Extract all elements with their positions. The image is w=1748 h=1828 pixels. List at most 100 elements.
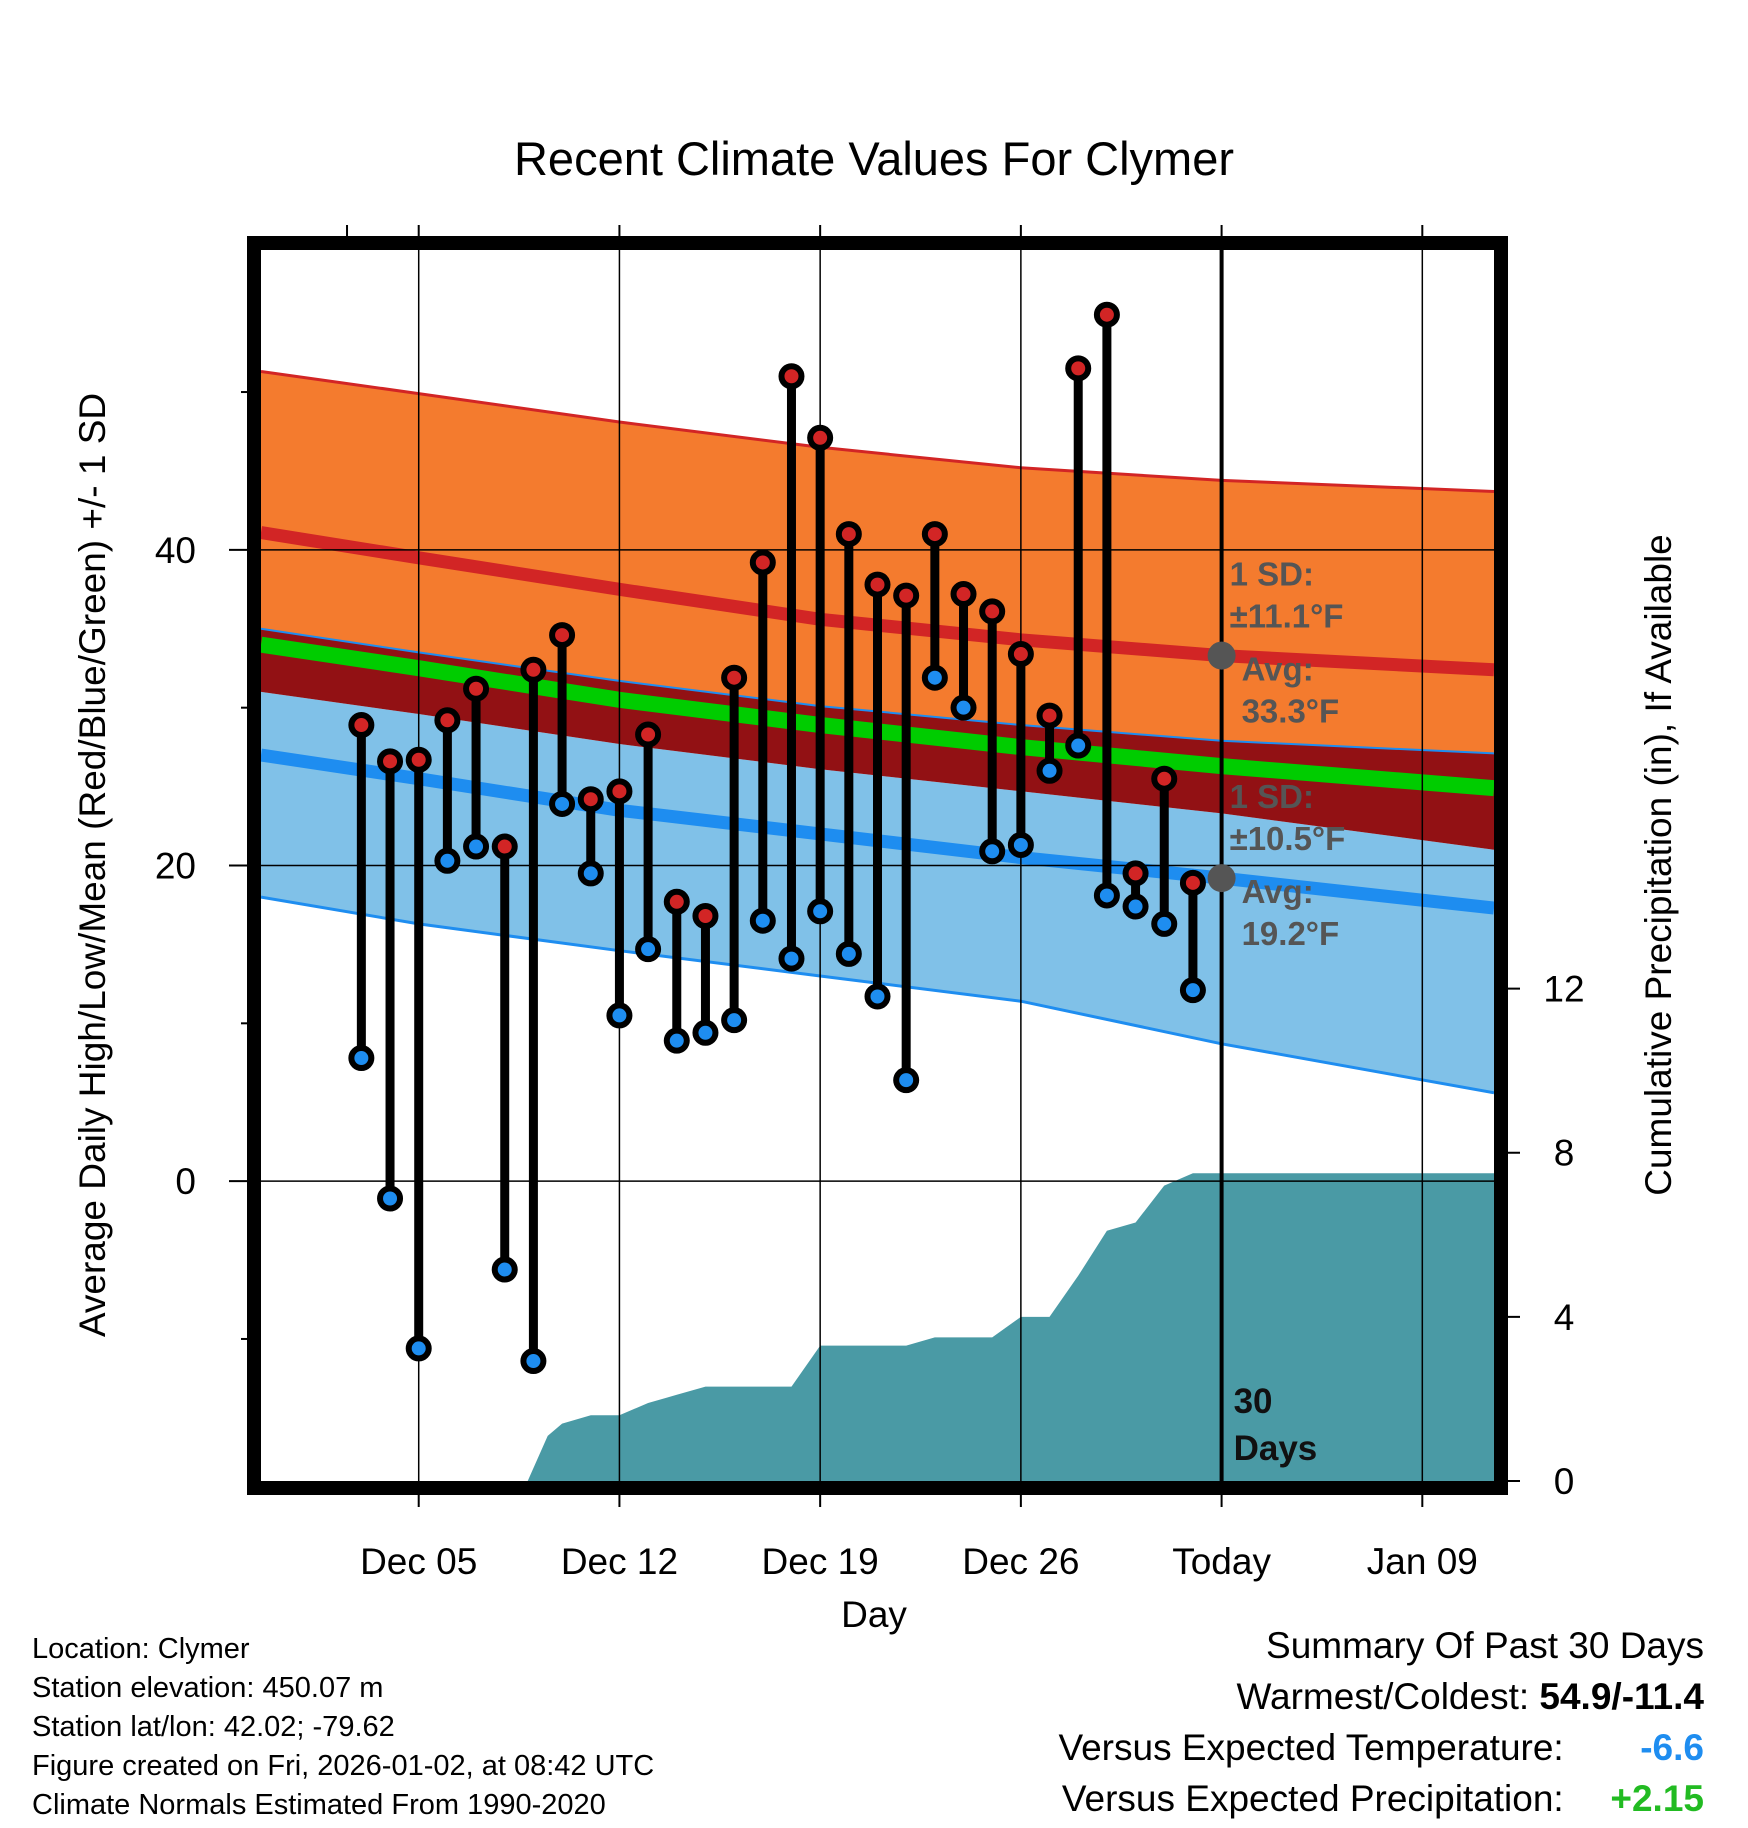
- high-point: [1093, 301, 1120, 328]
- low-point: [549, 790, 576, 817]
- low-point: [1151, 910, 1178, 937]
- warm-cold-value: 54.9/-11.4: [1539, 1676, 1704, 1717]
- x-tick-label: Dec 19: [762, 1541, 879, 1582]
- x-tick-label: Dec 12: [561, 1541, 678, 1582]
- high-point: [1036, 702, 1063, 729]
- x-tick-label: Dec 05: [360, 1541, 477, 1582]
- low-point: [979, 838, 1006, 865]
- low-avg-marker: [1207, 864, 1236, 893]
- info-location: Location: Clymer: [32, 1633, 250, 1665]
- low-point: [1007, 831, 1034, 858]
- low-point: [577, 860, 604, 887]
- high-point: [606, 778, 633, 805]
- temp-label: Versus Expected Temperature:: [1058, 1727, 1564, 1768]
- high-point: [577, 786, 604, 813]
- low-point: [491, 1256, 518, 1283]
- high-point: [405, 746, 432, 773]
- high-avg-marker: [1207, 641, 1236, 670]
- high-point: [1007, 641, 1034, 668]
- low-point: [835, 940, 862, 967]
- low-point: [692, 1019, 719, 1046]
- low-point: [1093, 882, 1120, 909]
- high-point: [491, 833, 518, 860]
- days-count-label: 30: [1234, 1382, 1273, 1421]
- y-tick-label: 40: [155, 530, 196, 571]
- summary-title: Summary Of Past 30 Days: [1266, 1625, 1704, 1666]
- info-created: Figure created on Fri, 2026-01-02, at 08…: [32, 1750, 655, 1782]
- high-point: [1151, 765, 1178, 792]
- high-point: [979, 598, 1006, 625]
- chart-title: Recent Climate Values For Clymer: [514, 132, 1234, 185]
- info-normals: Climate Normals Estimated From 1990-2020: [32, 1789, 606, 1821]
- low-point: [663, 1027, 690, 1054]
- low-point: [606, 1002, 633, 1029]
- high-point: [377, 748, 404, 775]
- low-point: [434, 847, 461, 874]
- high-point: [807, 424, 834, 451]
- high-point: [721, 664, 748, 691]
- low-point: [807, 898, 834, 925]
- info-latlon: Station lat/lon: 42.02; -79.62: [32, 1711, 395, 1743]
- high-point: [921, 521, 948, 548]
- y2-tick-label: 12: [1543, 969, 1584, 1010]
- y2-axis-label: Cumulative Precipitation (in), If Availa…: [1638, 534, 1679, 1196]
- days-word-label: Days: [1234, 1429, 1318, 1468]
- low-point: [635, 936, 662, 963]
- low-point: [348, 1045, 375, 1072]
- x-tick-label: Today: [1172, 1541, 1271, 1582]
- low-avg-value: 19.2°F: [1242, 915, 1340, 952]
- y-axis-label: Average Daily High/Low/Mean (Red/Blue/Gr…: [72, 393, 113, 1337]
- high-point: [1065, 355, 1092, 382]
- high-point: [635, 721, 662, 748]
- low-avg-label: Avg:: [1242, 873, 1314, 910]
- high-point: [692, 903, 719, 930]
- low-sd-value: ±10.5°F: [1230, 820, 1346, 857]
- high-avg-value: 33.3°F: [1242, 693, 1340, 730]
- low-point: [921, 664, 948, 691]
- low-point: [520, 1348, 547, 1375]
- temp-value: -6.6: [1640, 1727, 1704, 1768]
- y-tick-label: 20: [155, 846, 196, 887]
- low-point: [377, 1185, 404, 1212]
- high-point: [663, 888, 690, 915]
- warm-cold-label: Warmest/Coldest:: [1236, 1676, 1530, 1717]
- y2-tick-label: 8: [1554, 1133, 1575, 1174]
- low-sd-label: 1 SD:: [1230, 778, 1314, 815]
- precip-area: [261, 1173, 1494, 1481]
- high-point: [348, 712, 375, 739]
- low-point: [721, 1007, 748, 1034]
- high-point: [835, 521, 862, 548]
- high-sd-label: 1 SD:: [1230, 556, 1314, 593]
- precip-label: Versus Expected Precipitation:: [1061, 1778, 1564, 1819]
- info-elevation: Station elevation: 450.07 m: [32, 1672, 384, 1704]
- high-point: [1179, 869, 1206, 896]
- x-tick-label: Dec 26: [962, 1541, 1079, 1582]
- y2-tick-label: 0: [1554, 1461, 1575, 1502]
- high-point: [463, 675, 490, 702]
- high-point: [434, 707, 461, 734]
- low-point: [1036, 757, 1063, 784]
- high-point: [549, 622, 576, 649]
- low-point: [950, 694, 977, 721]
- summary-temp: Versus Expected Temperature: -6.6: [1058, 1727, 1704, 1769]
- high-point: [1122, 860, 1149, 887]
- low-point: [463, 833, 490, 860]
- high-point: [950, 581, 977, 608]
- high-point: [893, 582, 920, 609]
- low-point: [1122, 893, 1149, 920]
- low-point: [893, 1067, 920, 1094]
- high-point: [749, 549, 776, 576]
- summary-precip: Versus Expected Precipitation: +2.15: [1062, 1778, 1704, 1820]
- high-point: [864, 571, 891, 598]
- high-point: [778, 363, 805, 390]
- low-point: [405, 1335, 432, 1362]
- y2-tick-label: 4: [1554, 1297, 1575, 1338]
- low-point: [749, 907, 776, 934]
- summary-warm-cold: Warmest/Coldest: 54.9/-11.4: [1236, 1676, 1704, 1718]
- high-point: [520, 656, 547, 683]
- x-tick-label: Jan 09: [1367, 1541, 1478, 1582]
- low-point: [1179, 977, 1206, 1004]
- high-avg-label: Avg:: [1242, 651, 1314, 688]
- low-point: [864, 983, 891, 1010]
